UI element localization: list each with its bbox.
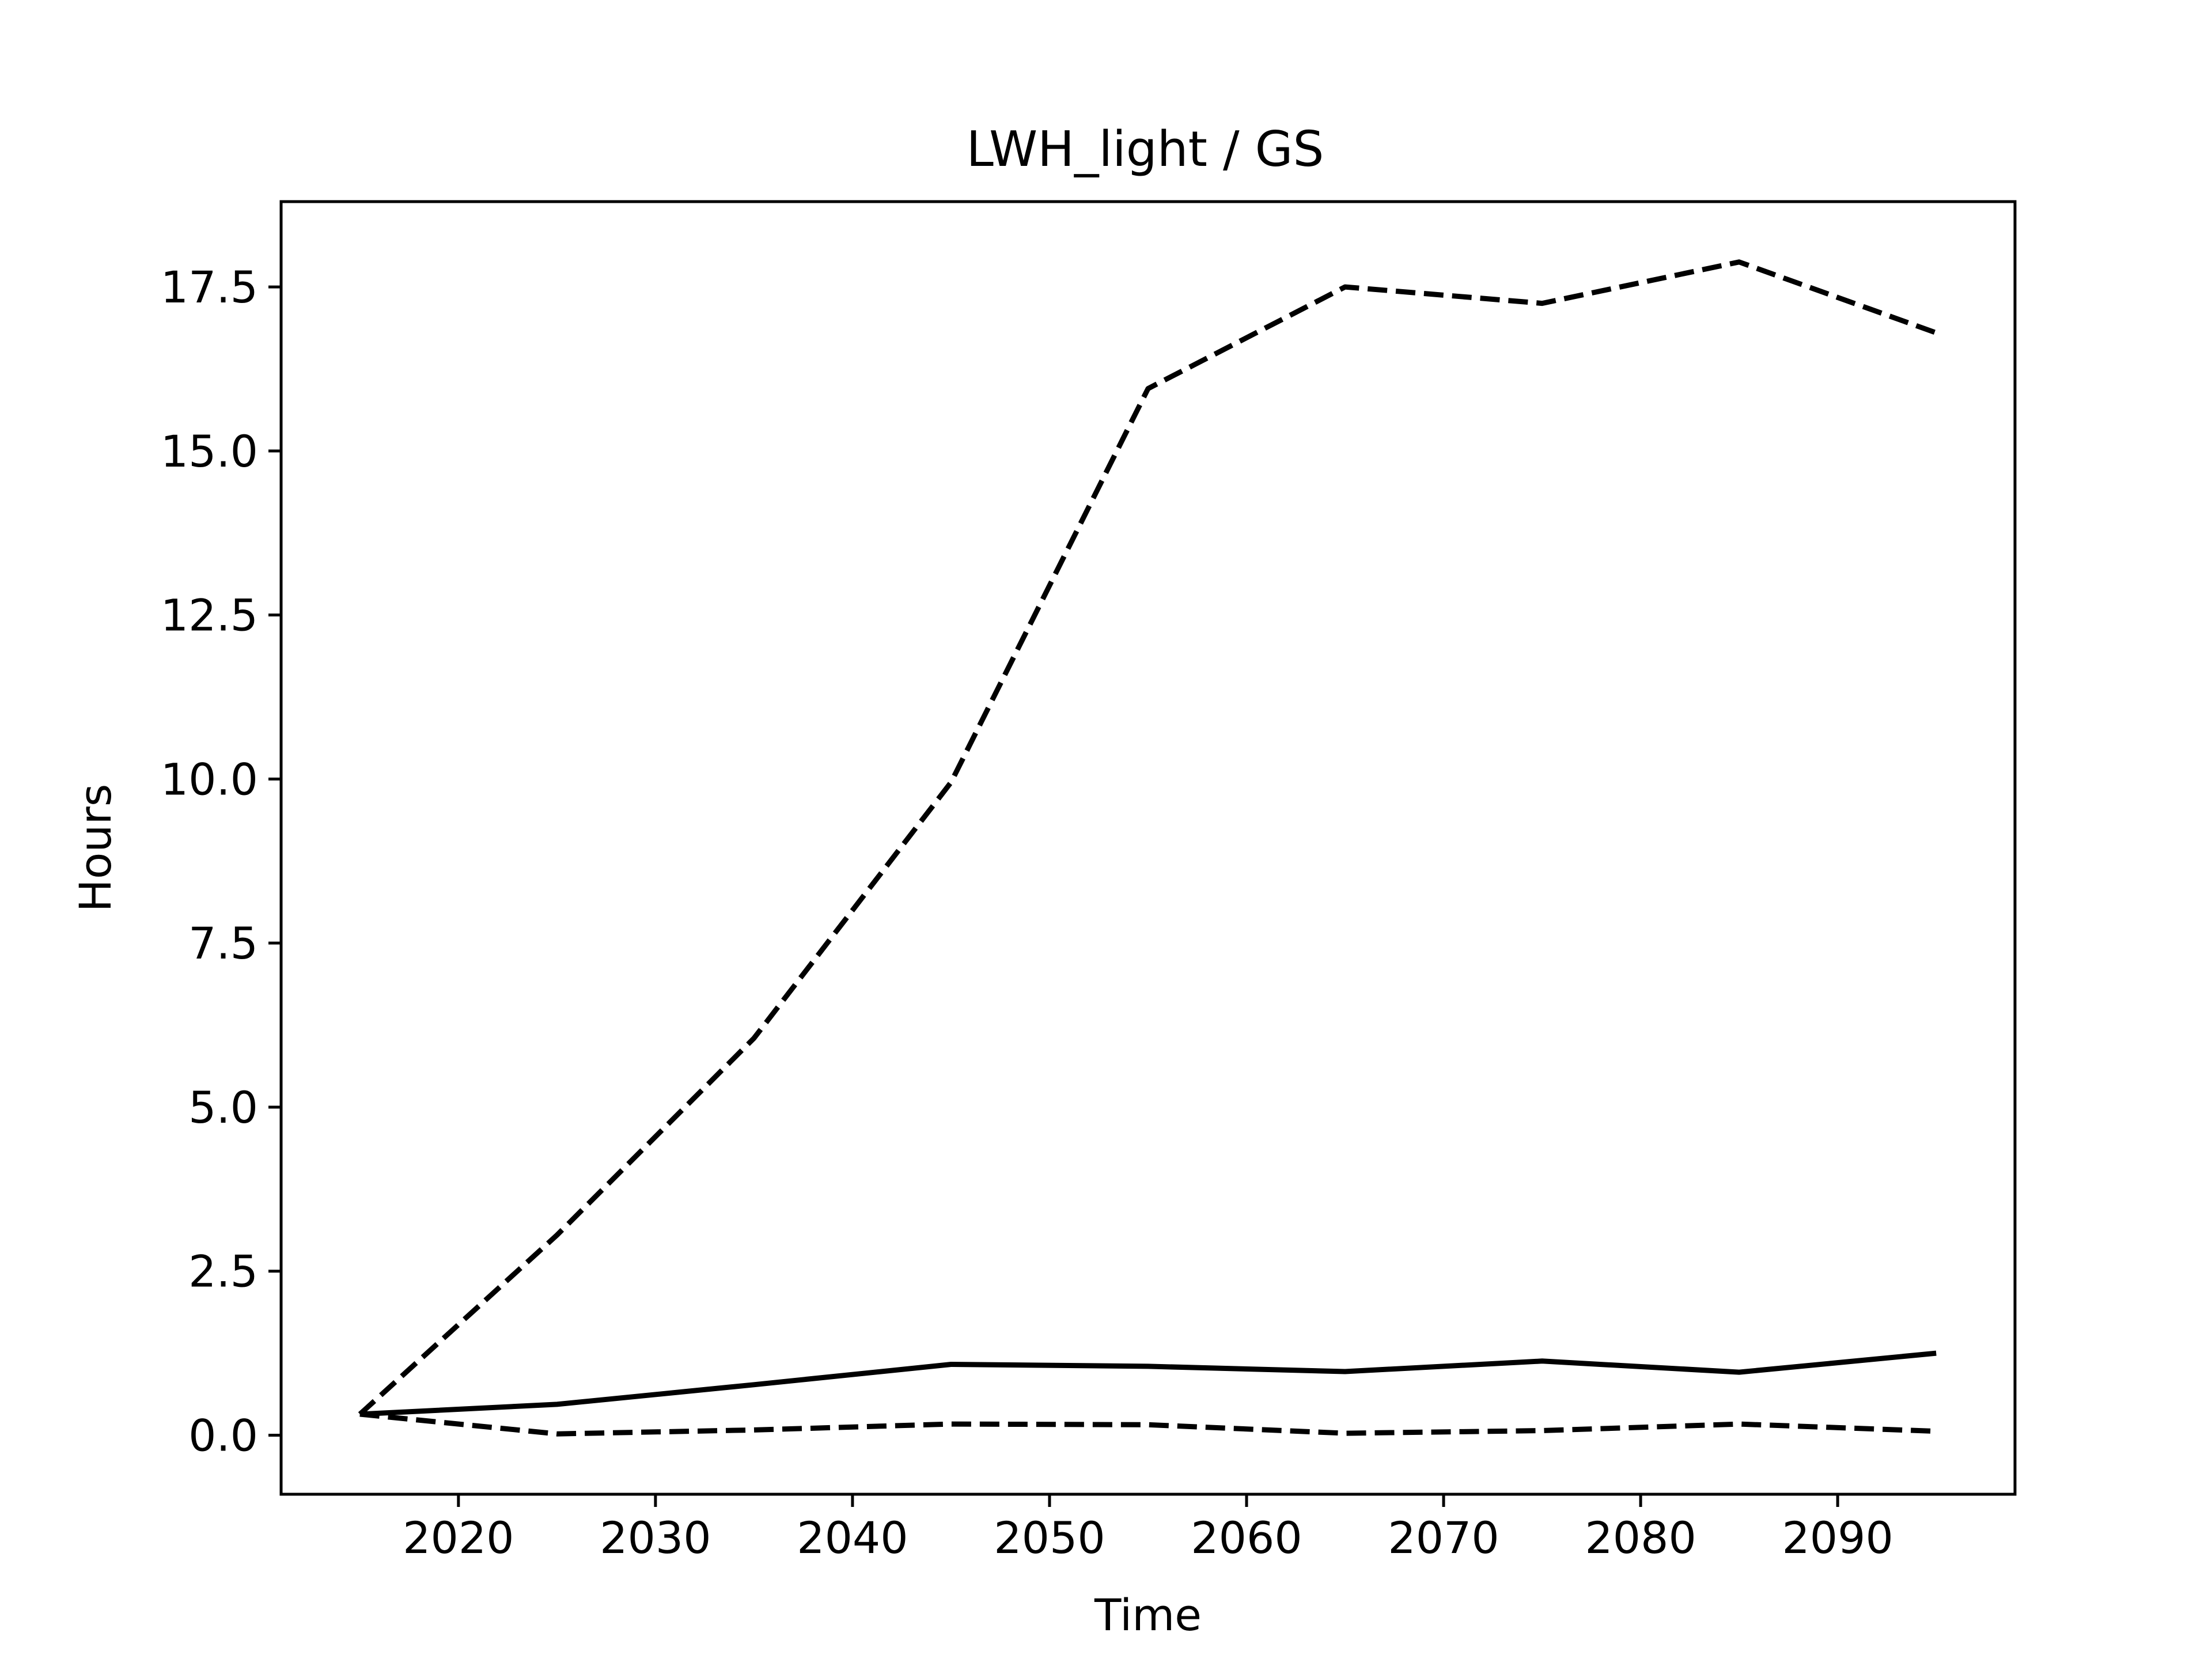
x-tick-label: 2020 [403, 1512, 514, 1563]
x-tick-label: 2050 [994, 1512, 1105, 1563]
y-tick-label: 5.0 [188, 1082, 258, 1133]
series-line-3 [359, 1411, 1937, 1437]
x-tick-label: 2060 [1191, 1512, 1302, 1563]
plot-frame [279, 200, 2017, 1496]
x-tick-label: 2080 [1585, 1512, 1696, 1563]
y-axis: 0.0 2.5 5.0 7.5 10.0 12.5 15.0 17.5 [161, 262, 281, 1461]
x-tick-label: 2030 [600, 1512, 711, 1563]
x-tick-label: 2070 [1388, 1512, 1499, 1563]
y-tick-label: 15.0 [161, 426, 258, 477]
y-tick-label: 0.0 [188, 1410, 258, 1461]
x-axis: 2020 2030 2040 2050 2060 2070 2080 2090 [403, 1494, 1893, 1563]
x-tick-label: 2090 [1782, 1512, 1893, 1563]
y-tick-label: 17.5 [161, 262, 258, 313]
series-line-2 [359, 1350, 1937, 1417]
y-tick-label: 10.0 [161, 753, 258, 805]
x-axis-label: Time [1094, 1589, 1202, 1641]
series-line-1 [358, 259, 1937, 1416]
x-tick-label: 2040 [797, 1512, 908, 1563]
y-tick-label: 7.5 [188, 918, 258, 969]
y-tick-label: 2.5 [188, 1246, 258, 1297]
y-tick-label: 12.5 [161, 590, 258, 641]
y-axis-label: Hours [70, 784, 121, 912]
series-layer [358, 259, 1937, 1437]
chart-title: LWH_light / GS [967, 121, 1324, 178]
